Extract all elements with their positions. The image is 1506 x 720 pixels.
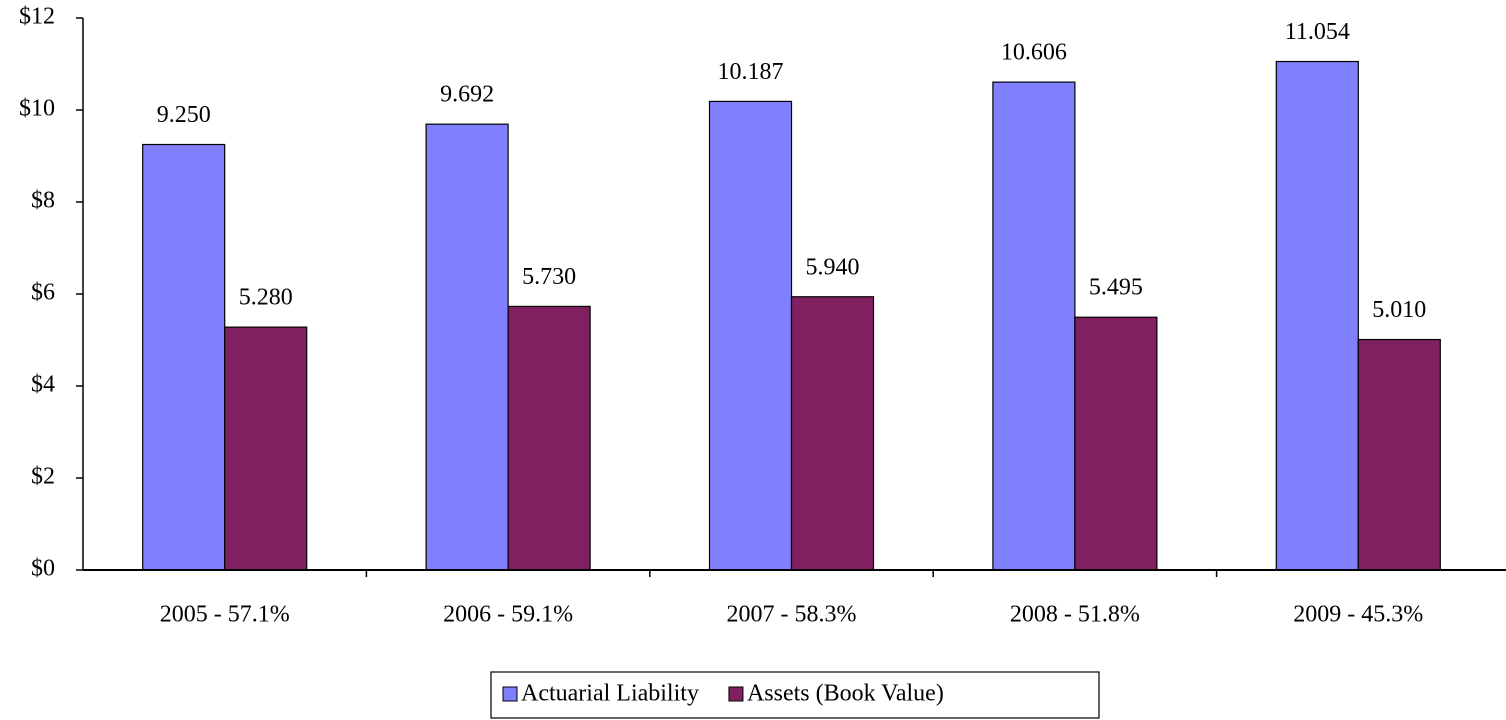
bar — [708, 100, 793, 571]
value-label: 5.730 — [522, 264, 576, 290]
value-label: 5.280 — [239, 285, 293, 311]
bar — [1357, 338, 1441, 571]
legend-swatch — [728, 686, 744, 702]
y-tick-label: $8 — [31, 188, 55, 214]
value-label: 5.495 — [1089, 275, 1143, 301]
legend-swatch — [502, 686, 518, 702]
bar — [142, 143, 226, 571]
y-tick-label: $6 — [31, 280, 55, 306]
bar — [1275, 60, 1359, 571]
bar — [1074, 316, 1158, 571]
legend-label: Actuarial Liability — [521, 681, 699, 707]
value-label: 11.054 — [1285, 19, 1350, 45]
x-tick-label: 2008 - 51.8% — [1010, 602, 1140, 628]
legend-label: Assets (Book Value) — [747, 681, 944, 707]
value-label: 9.250 — [157, 102, 211, 128]
value-label: 10.187 — [718, 59, 784, 85]
bar — [224, 326, 308, 571]
x-tick-label: 2005 - 57.1% — [160, 602, 290, 628]
value-label: 9.692 — [440, 82, 494, 108]
y-tick-label: $4 — [31, 372, 55, 398]
bar — [425, 123, 509, 571]
value-label: 10.606 — [1001, 40, 1067, 66]
y-tick-label: $12 — [19, 4, 55, 30]
bar — [790, 296, 875, 571]
y-tick-label: $10 — [19, 96, 55, 122]
legend — [490, 671, 1100, 719]
x-tick-label: 2006 - 59.1% — [443, 602, 573, 628]
bar — [992, 81, 1076, 571]
y-tick-label: $0 — [31, 556, 55, 582]
y-tick-label: $2 — [31, 464, 55, 490]
value-label: 5.940 — [806, 254, 860, 280]
x-tick-label: 2007 - 58.3% — [727, 602, 857, 628]
bar — [507, 305, 591, 571]
value-label: 5.010 — [1372, 297, 1426, 323]
x-tick-label: 2009 - 45.3% — [1293, 602, 1423, 628]
